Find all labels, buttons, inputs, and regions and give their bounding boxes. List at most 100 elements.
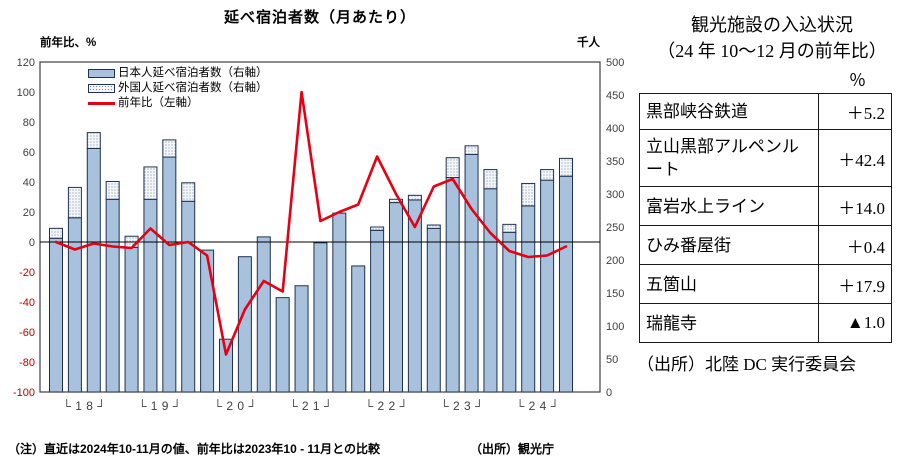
right-axis-tick: 300	[606, 189, 624, 201]
x-axis-year-label: └ 2 4 ┘	[516, 399, 560, 413]
chart-source: （出所）観光庁	[470, 442, 555, 456]
x-axis-year-label: └ 1 9 ┘	[138, 399, 182, 413]
left-axis-tick: 0	[29, 237, 35, 249]
left-axis-tick: 60	[23, 147, 35, 159]
chart-legend: 日本人延べ宿泊者数（右軸） 外国人延べ宿泊者数（右軸） 前年比（左軸）	[88, 66, 268, 111]
bar-japanese	[426, 227, 441, 393]
bar-japanese	[237, 256, 252, 393]
bar-japanese	[219, 338, 233, 393]
right-axis-tick: 400	[606, 123, 624, 135]
left-axis-tick: -20	[19, 267, 35, 279]
chart-title: 延べ宿泊者数（月あたり）	[223, 9, 416, 26]
table-unit-label: ％	[849, 71, 866, 90]
red-line-swatch-icon	[88, 101, 115, 106]
right-axis-tick: 350	[606, 156, 624, 168]
left-axis-tick: 80	[23, 117, 35, 129]
facility-row: 瑞龍寺 ▲1.0	[639, 303, 892, 343]
bar-foreign	[67, 186, 82, 219]
left-axis-tick: -40	[19, 297, 35, 309]
foreign-bar-swatch-icon	[88, 84, 115, 93]
bar-japanese	[502, 231, 517, 393]
bar-japanese	[521, 205, 536, 393]
right-axis-tick: 50	[606, 354, 618, 366]
bar-japanese	[105, 198, 120, 393]
facility-yoy-value: ＋5.2	[818, 93, 892, 130]
bar-japanese	[332, 212, 347, 393]
bar-japanese	[181, 200, 196, 393]
bar-foreign	[521, 182, 536, 207]
bar-foreign	[389, 198, 403, 204]
legend-item-yoy-line: 前年比（左軸）	[88, 96, 268, 111]
bar-japanese	[540, 179, 555, 393]
bar-foreign	[483, 169, 498, 190]
bar-japanese	[464, 153, 479, 393]
right-axis-tick: 100	[606, 321, 624, 333]
left-axis-tick: 40	[23, 177, 35, 189]
facility-yoy-value: ＋42.4	[818, 129, 892, 187]
facility-row: ひみ番屋街 ＋0.4	[639, 225, 892, 265]
bar-japanese	[389, 202, 403, 393]
facility-yoy-value: ＋17.9	[818, 264, 892, 304]
bar-foreign	[559, 157, 573, 177]
x-axis-year-label: └ 2 0 ┘	[214, 399, 258, 413]
table-title-line2: （24 年 10～12 月の前年比）	[657, 41, 887, 61]
bar-foreign	[502, 223, 517, 233]
bar-foreign	[143, 166, 158, 200]
facility-row: 黒部峡谷鉄道 ＋5.2	[639, 93, 892, 130]
left-axis-tick: -100	[13, 387, 35, 399]
stacked-bars	[49, 132, 573, 393]
legend-item-foreign: 外国人延べ宿泊者数（右軸）	[88, 81, 268, 96]
facility-name: 富岩水上ライン	[639, 186, 819, 226]
bar-foreign	[49, 227, 63, 239]
facility-name: 立山黒部アルペンルート	[639, 129, 819, 187]
left-axis-tick: 100	[17, 87, 35, 99]
facility-table: 黒部峡谷鉄道 ＋5.2 立山黒部アルペンルート ＋42.4 富岩水上ライン ＋14.0 ひみ…	[639, 93, 892, 343]
left-axis-tick: 20	[23, 207, 35, 219]
tourist-facility-panel: 観光施設の入込状況 （24 年 10～12 月の前年比） ％ 黒部峡谷鉄道 ＋5.…	[632, 0, 912, 466]
bar-japanese	[313, 242, 328, 393]
right-axis-tick: 150	[606, 288, 624, 300]
bar-foreign	[407, 194, 422, 201]
bar-foreign	[181, 182, 196, 202]
x-axis-year-label: └ 2 1 ┘	[289, 399, 333, 413]
left-axis-tick: -60	[19, 327, 35, 339]
facility-yoy-value: ＋0.4	[818, 225, 892, 265]
legend-label: 日本人延べ宿泊者数（右軸）	[118, 67, 268, 79]
facility-row: 立山黒部アルペンルート ＋42.4	[639, 129, 892, 187]
bar-japanese	[49, 237, 63, 393]
bar-japanese	[162, 156, 177, 393]
facility-name: 黒部峡谷鉄道	[639, 93, 819, 130]
bar-japanese	[256, 236, 271, 393]
table-title: 観光施設の入込状況 （24 年 10～12 月の前年比）	[632, 12, 912, 64]
bar-japanese	[67, 217, 82, 393]
table-title-line1: 観光施設の入込状況	[691, 15, 853, 35]
facility-name: 五箇山	[639, 264, 819, 304]
bar-japanese	[86, 147, 101, 393]
bar-foreign	[105, 180, 120, 200]
accommodation-chart-panel: 延べ宿泊者数（月あたり） 前年比、% 千人 120 100 80 60 40 20 0 -20…	[8, 9, 624, 456]
legend-item-japanese: 日本人延べ宿泊者数（右軸）	[88, 66, 268, 81]
bar-foreign	[162, 139, 177, 158]
facility-row: 富岩水上ライン ＋14.0	[639, 186, 892, 226]
yoy-line	[54, 90, 568, 356]
x-axis-year-label: └ 2 2 ┘	[365, 399, 409, 413]
bar-japanese	[445, 177, 460, 393]
facility-name: ひみ番屋街	[639, 225, 819, 265]
bar-japanese	[483, 188, 498, 393]
bar-japanese	[124, 246, 139, 393]
bar-japanese	[351, 265, 366, 393]
chart-note: （注）直近は2024年10-11月の値、前年比は2023年10 - 11月との比…	[8, 442, 380, 456]
bar-japanese	[275, 297, 290, 393]
left-axis-tick: 120	[17, 57, 35, 69]
bar-foreign	[370, 226, 385, 231]
facility-row: 五箇山 ＋17.9	[639, 264, 892, 304]
right-axis-tick: 450	[606, 90, 624, 102]
right-axis-tick: 250	[606, 222, 624, 234]
left-axis-tick: -80	[19, 357, 35, 369]
bar-foreign	[426, 224, 441, 229]
line-bar-chart-svg: 120100806040200-20-40-60-80-100500450400…	[13, 57, 624, 413]
right-axis-tick: 0	[606, 387, 612, 399]
bar-foreign	[540, 169, 555, 181]
bar-japanese	[407, 199, 422, 393]
right-axis-header: 千人	[577, 37, 600, 49]
